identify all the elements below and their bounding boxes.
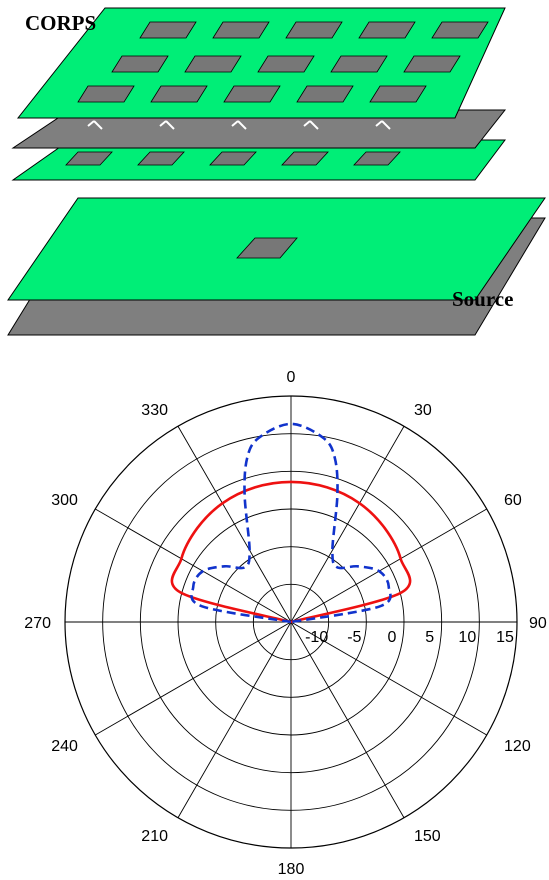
corps-probes (87, 120, 391, 130)
polar-radial-label: 0 (388, 629, 397, 646)
polar-radial-label: 10 (458, 629, 476, 646)
source-patch (236, 237, 298, 259)
polar-angle-label: 90 (529, 615, 547, 632)
polar-angle-label: 210 (141, 828, 168, 845)
polar-angle-label: 240 (51, 738, 78, 755)
polar-angle-label: 0 (287, 369, 296, 386)
polar-angle-label: 180 (278, 861, 305, 878)
corps-bottom-patches (65, 151, 401, 166)
polar-angle-label: 150 (414, 828, 441, 845)
polar-series (170, 422, 412, 624)
polar-angle-label: 30 (414, 402, 432, 419)
polar-radial-label: 15 (496, 629, 514, 646)
polar-pattern-chart: 0 30 60 90 120 150 180 210 240 270 300 330 -10 -5 0 5 1… (24, 369, 547, 878)
polar-angle-label: 120 (504, 738, 531, 755)
polar-angle-label: 300 (51, 492, 78, 509)
polar-angle-label: 330 (141, 402, 168, 419)
polar-radial-label: -5 (347, 629, 361, 646)
polar-radial-labels: -10 -5 0 5 10 15 (305, 629, 514, 646)
corps-structure: CORPS (11, 7, 507, 181)
corps-label: CORPS (25, 11, 96, 35)
corps-top-patches (77, 21, 489, 103)
source-label: Source (452, 287, 513, 311)
polar-angle-label: 60 (504, 492, 522, 509)
source-structure: Source (7, 197, 546, 336)
polar-series-solid (170, 480, 412, 624)
polar-angle-label: 270 (24, 615, 51, 632)
polar-radial-label: 5 (425, 629, 434, 646)
polar-radial-label: -10 (305, 629, 328, 646)
